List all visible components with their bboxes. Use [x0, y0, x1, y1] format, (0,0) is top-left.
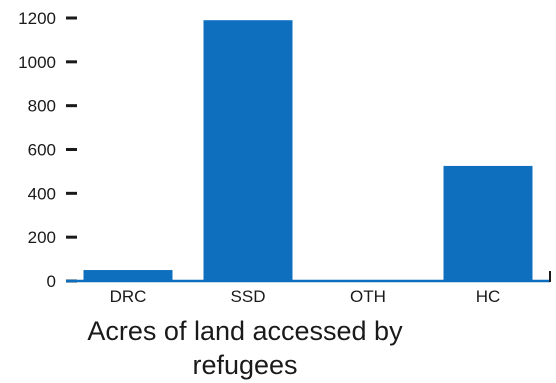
x-tick-label-oth: OTH	[350, 287, 386, 306]
bars	[83, 20, 533, 282]
x-tick-label-ssd: SSD	[231, 287, 266, 306]
y-tick-label: 600	[28, 141, 56, 160]
y-tick-label: 0	[47, 272, 56, 291]
x-axis-title-line-2: refugees	[192, 350, 297, 380]
y-tick-label: 1200	[18, 9, 56, 28]
bar-drc	[83, 270, 173, 281]
x-tick-label-hc: HC	[476, 287, 501, 306]
bar-ssd	[203, 20, 293, 282]
y-tick-label: 400	[28, 184, 56, 203]
x-axis-title-line-1: Acres of land accessed by	[87, 316, 403, 346]
x-tick-label-drc: DRC	[110, 287, 147, 306]
y-tick-label: 1000	[18, 53, 56, 72]
x-axis-labels: DRC SSD OTH HC	[110, 287, 501, 306]
y-tick-label: 200	[28, 228, 56, 247]
bar-hc	[443, 165, 533, 281]
y-tick-label: 800	[28, 97, 56, 116]
y-axis: 0 200 400 600 800 1000 1200	[18, 9, 77, 291]
